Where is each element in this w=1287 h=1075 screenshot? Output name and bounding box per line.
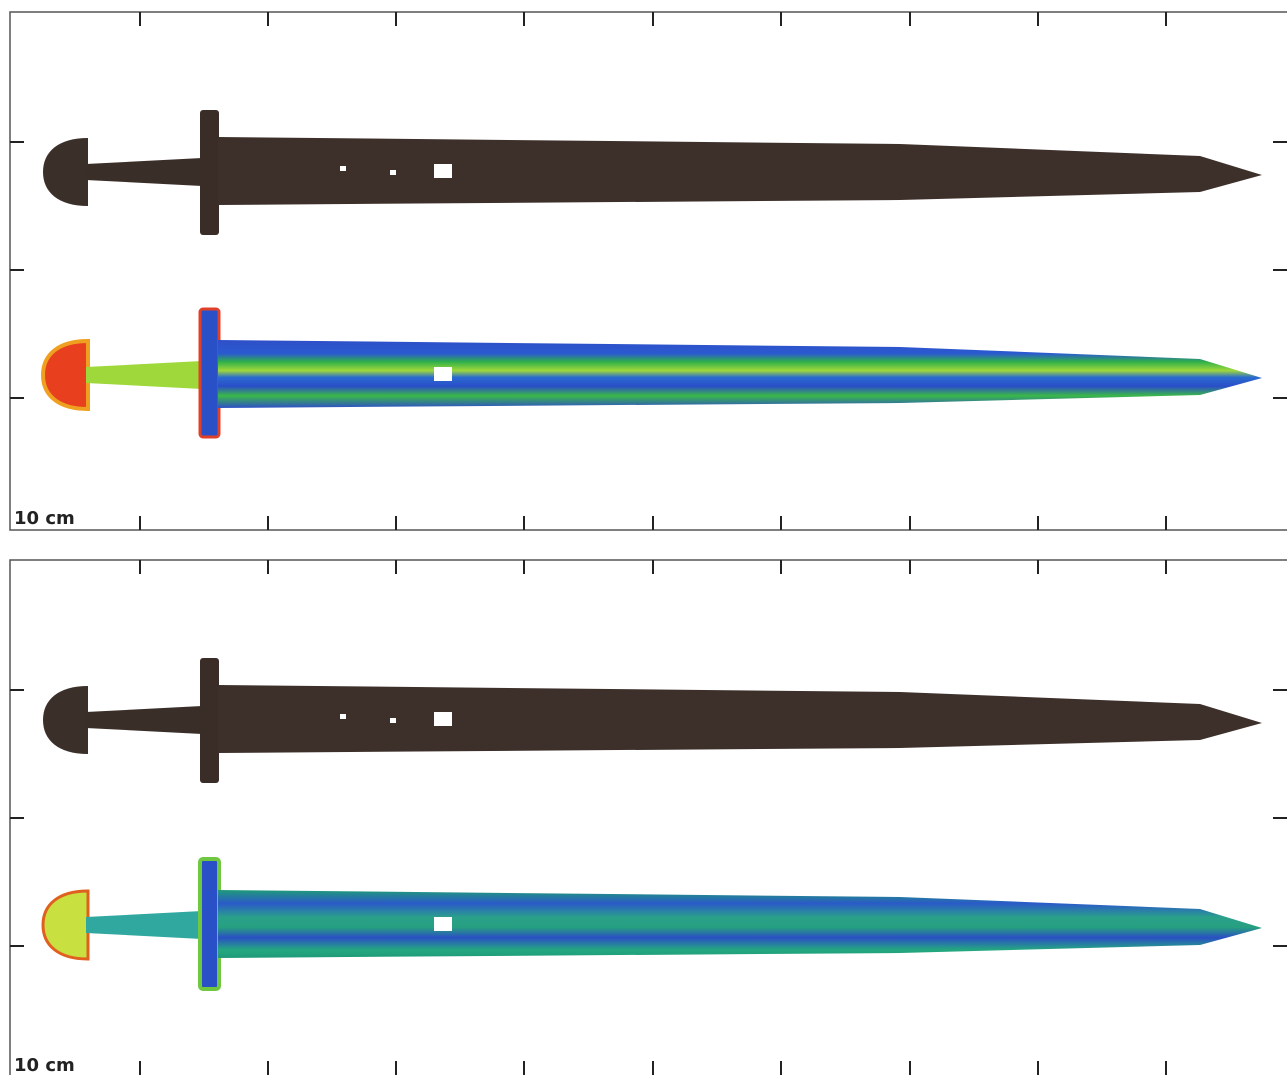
- sword-deviation-map: [41, 857, 1264, 991]
- scale-label: 10 cm: [14, 1055, 75, 1075]
- sword-photo: [43, 110, 1262, 235]
- panel: 10 cm: [9, 11, 1287, 531]
- sword-photo: [43, 658, 1262, 783]
- sword-deviation-map: [41, 307, 1264, 439]
- scale-label: 10 cm: [14, 508, 75, 529]
- panel-frame: [9, 559, 1287, 1075]
- panel: 10 cm: [9, 559, 1287, 1075]
- panel-frame: [9, 11, 1287, 531]
